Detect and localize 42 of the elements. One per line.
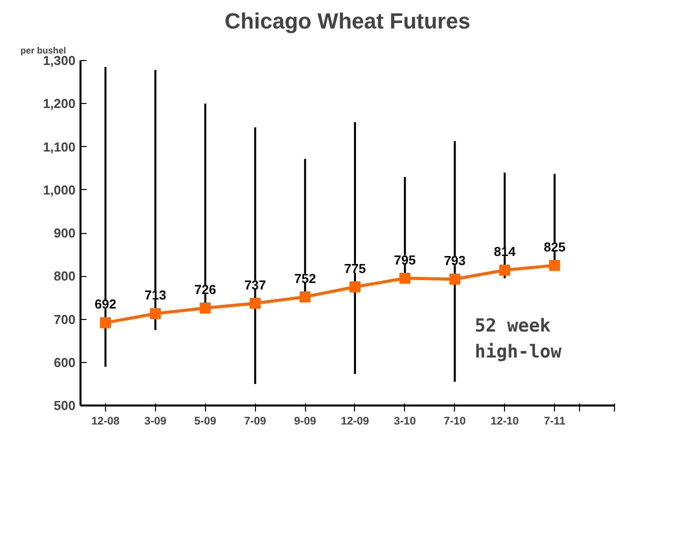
y-tick-label: 1,100 [42, 139, 76, 154]
data-label: 713 [144, 288, 166, 303]
y-tick-label: 600 [54, 354, 76, 370]
y-tick-label: 1,000 [42, 182, 76, 198]
chart-title: Chicago Wheat Futures [224, 8, 470, 34]
point [499, 264, 510, 276]
data-label: 737 [244, 277, 266, 292]
data-label: 752 [294, 270, 316, 286]
data-label: 793 [444, 253, 466, 268]
x-tick-label: 12-08 [91, 416, 120, 428]
point [349, 281, 360, 292]
x-tick-label: 12-10 [490, 416, 519, 428]
point [300, 291, 311, 302]
point [250, 298, 261, 309]
data-label: 825 [544, 239, 566, 254]
point [549, 260, 560, 271]
x-tick-label: 7-10 [444, 416, 466, 428]
data-label: 726 [194, 282, 216, 298]
y-tick-label: 500 [54, 398, 76, 413]
x-tick-label: 7-09 [244, 416, 266, 428]
y-axis-title: per bushel [20, 46, 66, 56]
y-tick-label: 1,300 [42, 53, 76, 68]
y-tick-label: 700 [54, 312, 76, 327]
y-tick-label: 800 [54, 268, 76, 284]
x-tick-label: 7-11 [544, 416, 566, 428]
point [150, 308, 161, 320]
data-label: 795 [394, 252, 416, 268]
point [449, 274, 460, 285]
x-tick-label: 3-10 [394, 416, 416, 428]
point [200, 302, 211, 314]
point [100, 317, 111, 328]
data-label: 814 [494, 244, 516, 260]
point [399, 272, 410, 284]
x-tick-label: 3-09 [144, 416, 166, 428]
y-tick-label: 1,200 [42, 96, 76, 112]
x-tick-label: 12-09 [340, 416, 370, 428]
annotation: 52 week high-low [474, 316, 562, 362]
data-label: 775 [344, 260, 366, 276]
x-tick-label: 9-09 [294, 416, 316, 428]
data-label: 692 [94, 296, 116, 312]
y-tick-label: 900 [54, 226, 76, 240]
x-tick-label: 5-09 [194, 416, 216, 428]
